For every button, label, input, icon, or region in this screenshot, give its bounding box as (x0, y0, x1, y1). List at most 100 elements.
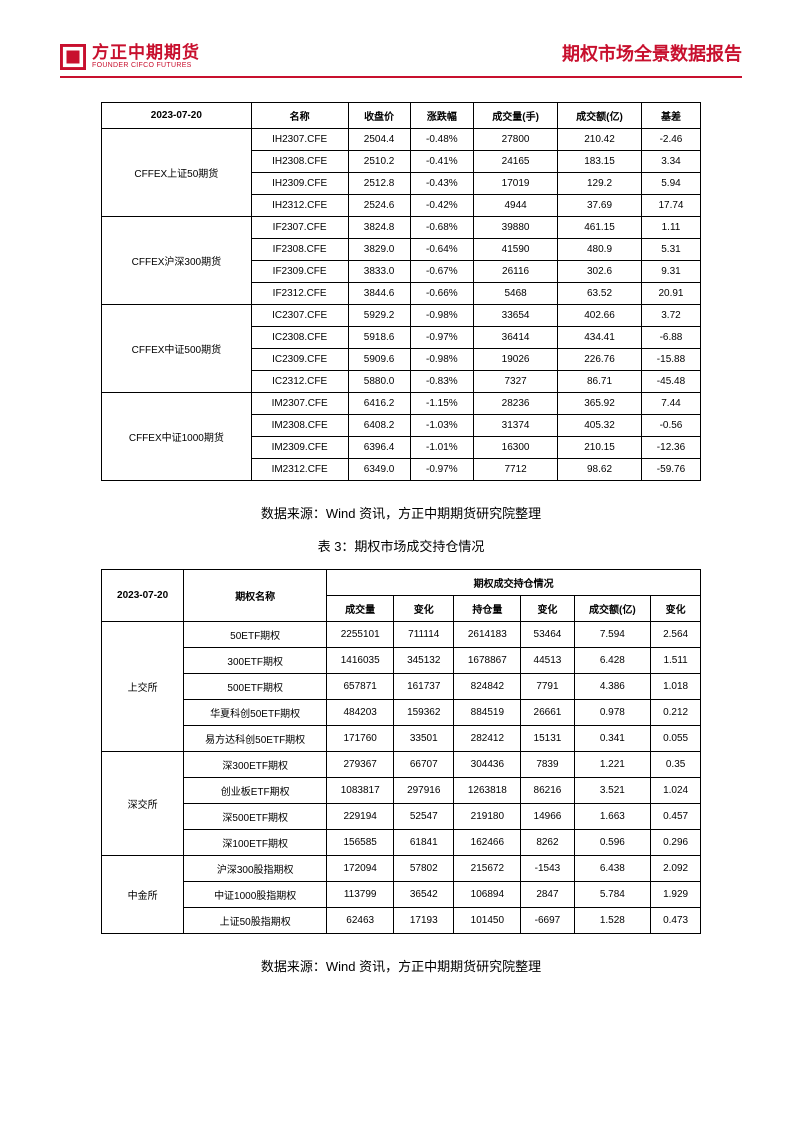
data-cell: 沪深300股指期权 (184, 856, 327, 882)
data-cell: IH2307.CFE (251, 129, 348, 151)
group-label: CFFEX上证50期货 (102, 129, 252, 217)
data-cell: 创业板ETF期权 (184, 778, 327, 804)
data-cell: -12.36 (641, 437, 700, 459)
data-cell: IH2308.CFE (251, 151, 348, 173)
data-cell: 17.74 (641, 195, 700, 217)
data-cell: IM2312.CFE (251, 459, 348, 481)
data-cell: 101450 (454, 908, 521, 934)
data-cell: 3829.0 (348, 239, 410, 261)
data-cell: IM2309.CFE (251, 437, 348, 459)
data-cell: 61841 (394, 830, 454, 856)
data-cell: 282412 (454, 726, 521, 752)
data-cell: 657871 (327, 674, 394, 700)
data-cell: 深500ETF期权 (184, 804, 327, 830)
data-cell: 7791 (521, 674, 574, 700)
data-cell: -0.42% (410, 195, 474, 217)
data-cell: 50ETF期权 (184, 622, 327, 648)
data-cell: 480.9 (558, 239, 642, 261)
data-cell: -0.97% (410, 459, 474, 481)
data-cell: 17019 (474, 173, 558, 195)
data-cell: IF2309.CFE (251, 261, 348, 283)
col-turnover: 成交额(亿) (558, 103, 642, 129)
data-cell: 31374 (474, 415, 558, 437)
data-cell: 6408.2 (348, 415, 410, 437)
data-cell: 226.76 (558, 349, 642, 371)
data-cell: 39880 (474, 217, 558, 239)
futures-table: 2023-07-20 名称 收盘价 涨跌幅 成交量(手) 成交额(亿) 基差 C… (101, 102, 701, 481)
logo-cn: 方正中期期货 (92, 44, 200, 63)
data-cell: 210.42 (558, 129, 642, 151)
data-cell: 63.52 (558, 283, 642, 305)
data-cell: 219180 (454, 804, 521, 830)
table-row: 深100ETF期权1565856184116246682620.5960.296 (102, 830, 701, 856)
options-table-body: 上交所50ETF期权22551017111142614183534647.594… (102, 622, 701, 934)
data-cell: 279367 (327, 752, 394, 778)
table2-caption: 表 3：期权市场成交持仓情况 (60, 536, 742, 555)
data-cell: 304436 (454, 752, 521, 778)
data-cell: 0.35 (651, 752, 701, 778)
data-cell: 8262 (521, 830, 574, 856)
header-divider (60, 76, 742, 78)
data-cell: 7327 (474, 371, 558, 393)
data-cell: 26116 (474, 261, 558, 283)
col-change: 涨跌幅 (410, 103, 474, 129)
data-cell: IC2309.CFE (251, 349, 348, 371)
data-cell: IC2307.CFE (251, 305, 348, 327)
data-cell: 37.69 (558, 195, 642, 217)
data-cell: 113799 (327, 882, 394, 908)
date-header: 2023-07-20 (102, 103, 252, 129)
data-cell: 14966 (521, 804, 574, 830)
data-cell: 162466 (454, 830, 521, 856)
data-cell: -1.01% (410, 437, 474, 459)
data-cell: 106894 (454, 882, 521, 908)
data-cell: 2847 (521, 882, 574, 908)
data-cell: 1.929 (651, 882, 701, 908)
data-cell: 深300ETF期权 (184, 752, 327, 778)
data-cell: -45.48 (641, 371, 700, 393)
sub-oi-chg: 变化 (521, 596, 574, 622)
data-cell: 1083817 (327, 778, 394, 804)
data-cell: 上证50股指期权 (184, 908, 327, 934)
table-row: 易方达科创50ETF期权17176033501282412151310.3410… (102, 726, 701, 752)
data-cell: 20.91 (641, 283, 700, 305)
data-cell: -0.56 (641, 415, 700, 437)
source-text-1: 数据来源：Wind 资讯，方正中期期货研究院整理 (60, 503, 742, 522)
data-cell: -0.83% (410, 371, 474, 393)
sub-vol-chg: 变化 (394, 596, 454, 622)
data-cell: 302.6 (558, 261, 642, 283)
founder-logo-icon (60, 44, 86, 70)
group-label: CFFEX中证500期货 (102, 305, 252, 393)
data-cell: 15131 (521, 726, 574, 752)
data-cell: 1.018 (651, 674, 701, 700)
table-row: CFFEX上证50期货IH2307.CFE2504.4-0.48%2780021… (102, 129, 701, 151)
table-row: 创业板ETF期权10838172979161263818862163.5211.… (102, 778, 701, 804)
data-cell: 1.221 (574, 752, 651, 778)
data-cell: IF2308.CFE (251, 239, 348, 261)
data-cell: 86.71 (558, 371, 642, 393)
data-cell: 62463 (327, 908, 394, 934)
data-cell: 156585 (327, 830, 394, 856)
data-cell: 6.428 (574, 648, 651, 674)
data-cell: -0.97% (410, 327, 474, 349)
data-cell: -6.88 (641, 327, 700, 349)
data-cell: 53464 (521, 622, 574, 648)
data-cell: 0.473 (651, 908, 701, 934)
data-cell: 41590 (474, 239, 558, 261)
data-cell: 33654 (474, 305, 558, 327)
data-cell: 3824.8 (348, 217, 410, 239)
table-row: 深500ETF期权22919452547219180149661.6630.45… (102, 804, 701, 830)
data-cell: -2.46 (641, 129, 700, 151)
data-cell: 365.92 (558, 393, 642, 415)
data-cell: 0.978 (574, 700, 651, 726)
data-cell: 2524.6 (348, 195, 410, 217)
data-cell: 16300 (474, 437, 558, 459)
data-cell: 6.438 (574, 856, 651, 882)
table-row: CFFEX沪深300期货IF2307.CFE3824.8-0.68%398804… (102, 217, 701, 239)
date-header-2: 2023-07-20 (102, 570, 184, 622)
data-cell: IF2307.CFE (251, 217, 348, 239)
data-cell: 0.055 (651, 726, 701, 752)
group-label: CFFEX中证1000期货 (102, 393, 252, 481)
data-cell: 1.511 (651, 648, 701, 674)
data-cell: 2.564 (651, 622, 701, 648)
data-cell: 2504.4 (348, 129, 410, 151)
